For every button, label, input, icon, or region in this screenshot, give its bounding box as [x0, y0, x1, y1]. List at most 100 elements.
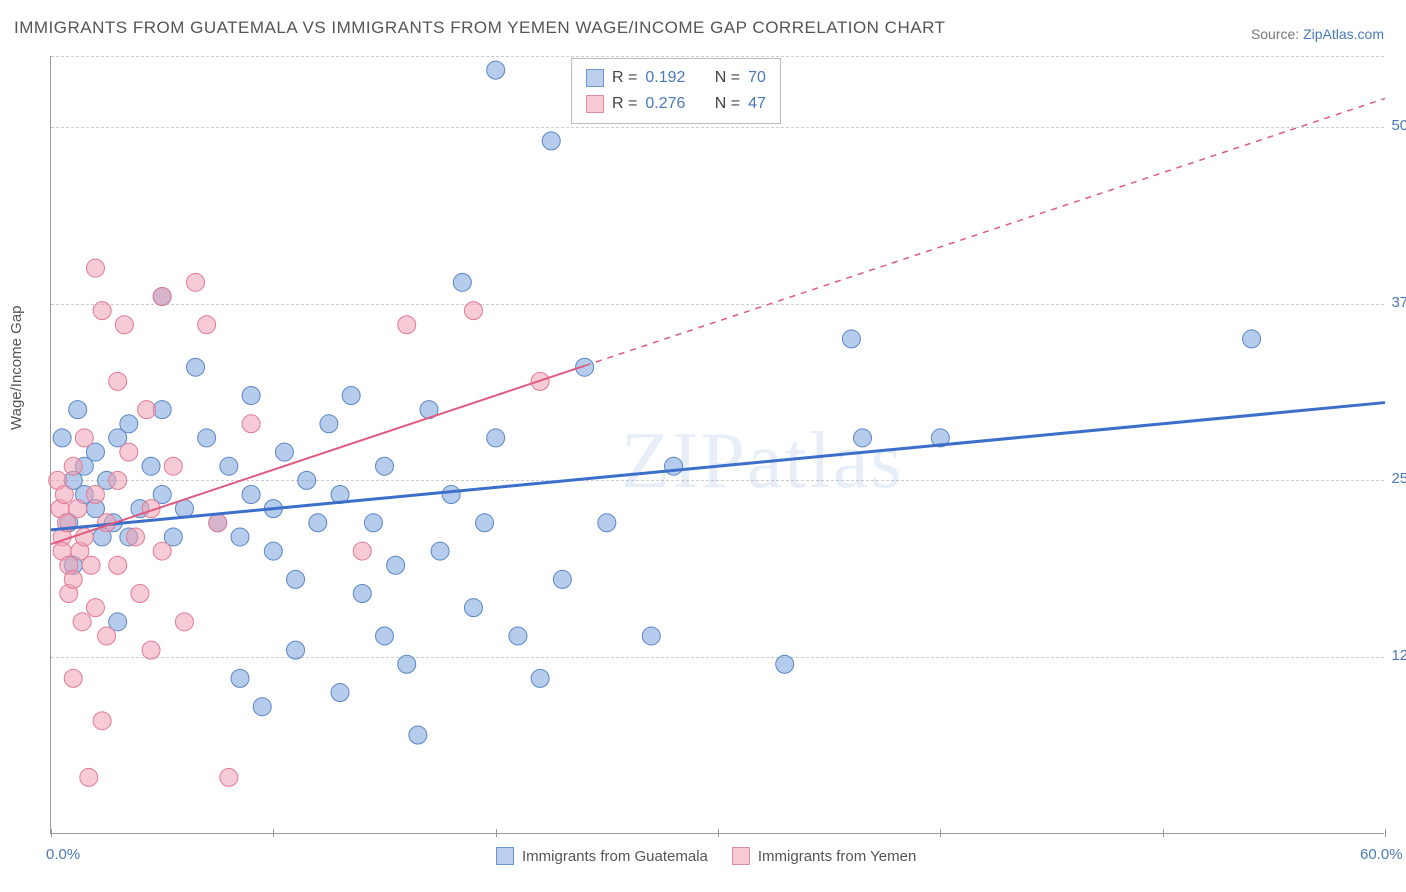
legend-swatch [732, 847, 750, 865]
x-tick-label: 0.0% [46, 846, 80, 863]
scatter-point [64, 669, 82, 687]
scatter-point [553, 570, 571, 588]
scatter-point [73, 613, 91, 631]
legend-swatch [586, 95, 604, 113]
source-link[interactable]: ZipAtlas.com [1303, 26, 1384, 42]
scatter-point [487, 429, 505, 447]
scatter-point [153, 287, 171, 305]
scatter-point [398, 316, 416, 334]
chart-container: IMMIGRANTS FROM GUATEMALA VS IMMIGRANTS … [0, 0, 1406, 892]
scatter-point [464, 302, 482, 320]
scatter-point [287, 641, 305, 659]
scatter-point [398, 655, 416, 673]
scatter-point [86, 599, 104, 617]
source-attribution: Source: ZipAtlas.com [1251, 26, 1384, 42]
scatter-point [431, 542, 449, 560]
x-tick [496, 829, 497, 837]
y-tick-label: 25.0% [1391, 470, 1406, 487]
y-tick-label: 50.0% [1391, 117, 1406, 134]
scatter-point [453, 273, 471, 291]
scatter-point [131, 585, 149, 603]
scatter-point [464, 599, 482, 617]
scatter-point [209, 514, 227, 532]
scatter-point [109, 471, 127, 489]
scatter-point [253, 698, 271, 716]
scatter-point [69, 500, 87, 518]
scatter-point [93, 712, 111, 730]
scatter-point [476, 514, 494, 532]
r-label: R = [612, 65, 637, 91]
scatter-point [82, 556, 100, 574]
scatter-point [353, 542, 371, 560]
plot-area: ZIPatlas R = 0.192 N = 70R = 0.276 N = 4… [50, 56, 1384, 834]
scatter-point [198, 316, 216, 334]
source-prefix: Source: [1251, 26, 1303, 42]
scatter-point [220, 768, 238, 786]
scatter-point [93, 302, 111, 320]
scatter-point [842, 330, 860, 348]
scatter-point [364, 514, 382, 532]
n-label: N = [715, 65, 740, 91]
scatter-point [187, 358, 205, 376]
trend-line-dashed [585, 98, 1385, 365]
scatter-point [175, 613, 193, 631]
scatter-point [353, 585, 371, 603]
scatter-point [109, 556, 127, 574]
y-tick-label: 37.5% [1391, 294, 1406, 311]
scatter-point [531, 669, 549, 687]
scatter-point [231, 528, 249, 546]
scatter-point [198, 429, 216, 447]
scatter-point [53, 429, 71, 447]
scatter-point [509, 627, 527, 645]
scatter-point [80, 768, 98, 786]
scatter-point [598, 514, 616, 532]
scatter-point [138, 401, 156, 419]
y-tick-label: 12.5% [1391, 647, 1406, 664]
r-value: 0.276 [645, 91, 685, 117]
scatter-point [776, 655, 794, 673]
y-axis-label: Wage/Income Gap [8, 305, 25, 430]
scatter-point [109, 372, 127, 390]
scatter-point [142, 641, 160, 659]
scatter-point [153, 542, 171, 560]
scatter-point [69, 401, 87, 419]
scatter-svg [51, 56, 1384, 833]
r-label: R = [612, 91, 637, 117]
scatter-point [542, 132, 560, 150]
scatter-point [86, 259, 104, 277]
scatter-point [120, 415, 138, 433]
scatter-point [75, 429, 93, 447]
x-tick [273, 829, 274, 837]
scatter-point [387, 556, 405, 574]
scatter-point [115, 316, 133, 334]
x-tick [1385, 829, 1386, 837]
n-value: 47 [748, 91, 766, 117]
scatter-point [98, 627, 116, 645]
scatter-point [287, 570, 305, 588]
scatter-point [86, 486, 104, 504]
scatter-point [298, 471, 316, 489]
series-legend: Immigrants from Guatemala Immigrants from… [496, 847, 916, 865]
r-value: 0.192 [645, 65, 685, 91]
scatter-point [409, 726, 427, 744]
legend-label: Immigrants from Guatemala [522, 848, 708, 865]
legend-item: Immigrants from Guatemala [496, 847, 708, 865]
scatter-point [242, 486, 260, 504]
scatter-point [642, 627, 660, 645]
scatter-point [442, 486, 460, 504]
x-tick [940, 829, 941, 837]
n-label: N = [715, 91, 740, 117]
n-value: 70 [748, 65, 766, 91]
scatter-point [55, 486, 73, 504]
x-tick-label: 60.0% [1360, 846, 1403, 863]
x-tick [51, 829, 52, 837]
scatter-point [242, 386, 260, 404]
scatter-point [275, 443, 293, 461]
legend-label: Immigrants from Yemen [758, 848, 916, 865]
legend-swatch [496, 847, 514, 865]
scatter-point [126, 528, 144, 546]
chart-title: IMMIGRANTS FROM GUATEMALA VS IMMIGRANTS … [14, 18, 945, 38]
legend-row: R = 0.192 N = 70 [586, 65, 766, 91]
scatter-point [376, 627, 394, 645]
scatter-point [320, 415, 338, 433]
